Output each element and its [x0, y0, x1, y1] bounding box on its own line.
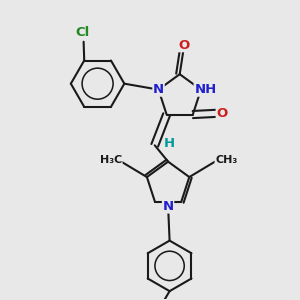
- Text: CH₃: CH₃: [215, 155, 237, 165]
- Text: O: O: [216, 106, 227, 119]
- Text: O: O: [178, 39, 190, 52]
- Text: N: N: [153, 83, 164, 96]
- Text: Cl: Cl: [76, 26, 90, 39]
- Text: NH: NH: [194, 83, 217, 96]
- Text: N: N: [163, 200, 174, 213]
- Text: H: H: [164, 137, 175, 150]
- Text: H₃C: H₃C: [100, 155, 122, 165]
